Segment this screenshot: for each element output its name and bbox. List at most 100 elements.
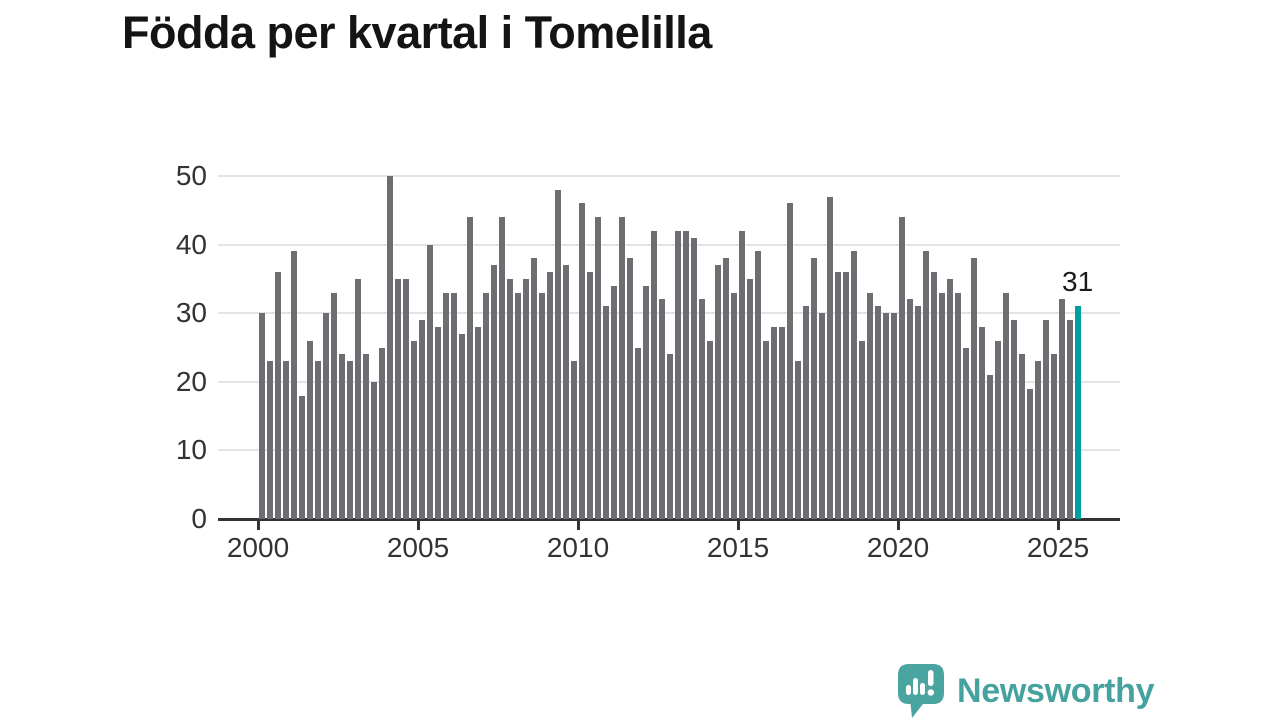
bar [354, 278, 361, 519]
bar [650, 230, 657, 519]
bar [418, 320, 425, 519]
chart-title: Födda per kvartal i Tomelilla [122, 7, 712, 58]
x-axis-label: 2015 [706, 532, 770, 563]
bar [1050, 354, 1057, 519]
newsworthy-logo-icon [898, 664, 944, 718]
bar [882, 313, 889, 519]
bar [538, 292, 545, 519]
bar [490, 265, 497, 519]
bar [778, 326, 785, 519]
x-axis-label: 2025 [1026, 532, 1090, 563]
bar [914, 306, 921, 519]
bar [466, 217, 473, 519]
bar [1010, 320, 1017, 519]
bar [874, 306, 881, 519]
bar [986, 374, 993, 519]
bar [802, 306, 809, 519]
y-axis-label: 40 [175, 228, 207, 260]
bar [722, 258, 729, 519]
bar [386, 176, 393, 519]
last-bar-value-label: 31 [1062, 266, 1094, 298]
bar [978, 326, 985, 519]
bar [954, 292, 961, 519]
bar [826, 196, 833, 519]
bar [530, 258, 537, 519]
bar [738, 230, 745, 519]
gridline-y-30 [218, 312, 1120, 315]
x-axis-tick [736, 521, 740, 530]
bar [1042, 320, 1049, 519]
bar [610, 285, 617, 519]
x-axis-tick [416, 521, 420, 530]
bar [554, 189, 561, 519]
bar [1026, 388, 1033, 519]
brand-footer: Newsworthy [897, 663, 1155, 719]
bar [290, 251, 297, 519]
bar [794, 361, 801, 519]
bar [770, 326, 777, 519]
bar [474, 326, 481, 519]
bar [714, 265, 721, 519]
bar [410, 340, 417, 519]
bar [898, 217, 905, 519]
gridline-y-50 [218, 175, 1120, 177]
bar [930, 272, 937, 519]
x-axis-tick [576, 521, 580, 530]
bar [746, 278, 753, 519]
bar [834, 272, 841, 519]
bar [858, 340, 865, 519]
bar [682, 230, 689, 519]
bar [506, 278, 513, 519]
bar [282, 361, 289, 519]
y-axis-label: 50 [175, 160, 207, 191]
bar [890, 313, 897, 519]
bar [562, 265, 569, 519]
bar [578, 203, 585, 519]
bar [442, 292, 449, 519]
bar [626, 258, 633, 519]
y-axis-label: 30 [175, 297, 207, 329]
bar [762, 340, 769, 519]
bar [362, 354, 369, 519]
x-axis-line [218, 518, 1120, 521]
bar [394, 278, 401, 519]
bar [546, 272, 553, 519]
bar [642, 285, 649, 519]
x-axis-label: 2010 [546, 532, 610, 563]
bar [842, 272, 849, 519]
bar [570, 361, 577, 519]
bar [962, 347, 969, 519]
bar [330, 292, 337, 519]
bar [586, 272, 593, 519]
bar [906, 299, 913, 519]
bar [1018, 354, 1025, 519]
bar [450, 292, 457, 519]
y-axis-label: 20 [175, 365, 207, 397]
x-axis-tick [256, 521, 260, 530]
highlighted-bar [1074, 306, 1081, 519]
bar [938, 292, 945, 519]
bar [1058, 299, 1065, 519]
bar [706, 340, 713, 519]
bar [274, 272, 281, 519]
bar [658, 299, 665, 519]
brand-name: Newsworthy [957, 672, 1155, 710]
bar [994, 340, 1001, 519]
bar [1002, 292, 1009, 519]
y-axis-label: 10 [175, 434, 207, 466]
bar [498, 217, 505, 519]
bar [370, 381, 377, 519]
bar [922, 251, 929, 519]
x-axis-tick [1056, 521, 1060, 530]
bar [338, 354, 345, 519]
x-axis-label: 2005 [386, 532, 450, 563]
y-axis-label: 0 [191, 503, 207, 534]
bar [514, 292, 521, 519]
bar [690, 237, 697, 519]
bar [594, 217, 601, 519]
bar [970, 258, 977, 519]
bar [434, 326, 441, 519]
bar [866, 292, 873, 519]
bar [402, 278, 409, 519]
bar [674, 230, 681, 519]
